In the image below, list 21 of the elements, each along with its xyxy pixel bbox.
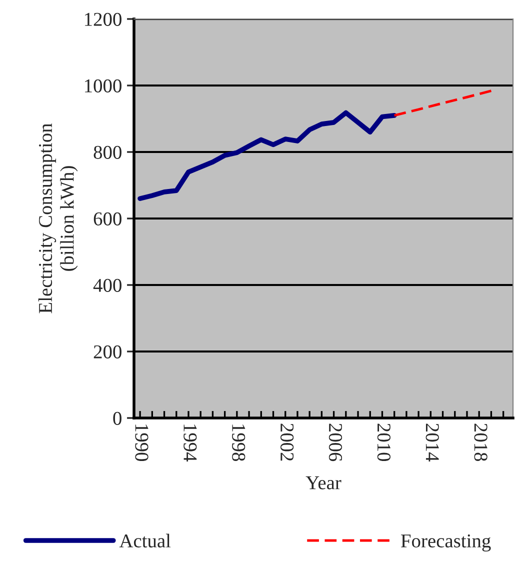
x-tick-label: 1990: [135, 424, 148, 462]
line-series: [138, 110, 397, 201]
x-tick-label: 1998: [232, 424, 246, 462]
x-axis-title: Year: [306, 476, 342, 490]
x-tick-label: 2002: [280, 424, 294, 461]
y-tick-label: 200: [94, 345, 122, 358]
y-axis-title: Electricity Consumption (billion kWh): [38, 123, 78, 314]
x-tick-label: 2014: [426, 424, 439, 462]
y-tick-label: 1000: [85, 79, 122, 92]
x-tick-label: 2018: [474, 424, 488, 462]
y-tick-label: 0: [113, 412, 122, 425]
y-tick-label: 1200: [85, 12, 122, 26]
y-tick-label: 800: [94, 146, 122, 159]
y-tick-label: 600: [94, 212, 122, 226]
x-tick-label: 2006: [328, 424, 342, 462]
legend-label: Actual: [119, 534, 171, 548]
line-series: [393, 90, 492, 117]
legend-label: Forecasting: [401, 534, 491, 552]
x-tick-label: 1994: [184, 424, 197, 462]
y-tick-label: 400: [93, 278, 122, 292]
x-tick-label: 2010: [377, 424, 390, 462]
